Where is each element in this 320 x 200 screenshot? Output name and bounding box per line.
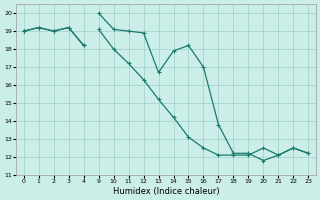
X-axis label: Humidex (Indice chaleur): Humidex (Indice chaleur) <box>113 187 219 196</box>
